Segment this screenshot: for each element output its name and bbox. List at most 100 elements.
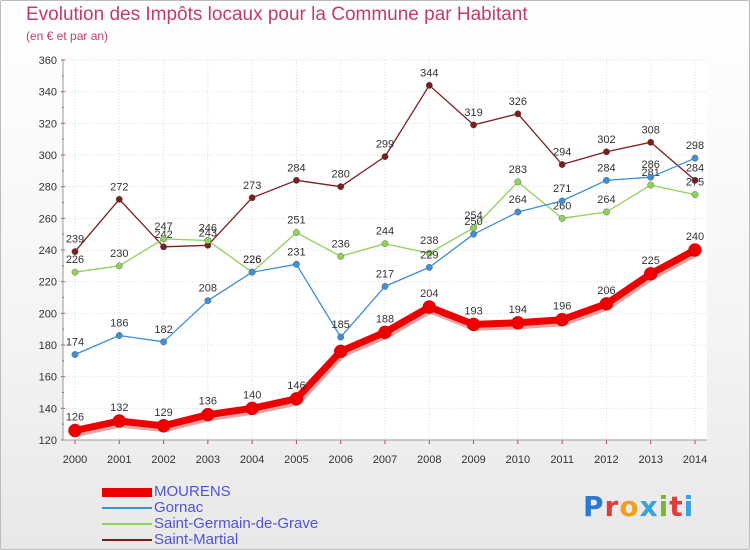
data-label: 242 bbox=[154, 229, 172, 241]
data-label: 226 bbox=[66, 254, 84, 266]
series-point bbox=[160, 235, 167, 243]
data-label: 208 bbox=[199, 283, 217, 295]
series-point bbox=[248, 194, 256, 202]
data-label: 146 bbox=[287, 380, 305, 392]
data-label: 238 bbox=[420, 235, 438, 247]
series-point bbox=[511, 316, 525, 330]
data-label: 264 bbox=[597, 194, 615, 206]
data-label: 243 bbox=[199, 227, 217, 239]
y-tick-label: 160 bbox=[39, 372, 57, 384]
series-point bbox=[603, 208, 610, 216]
series-point bbox=[293, 176, 300, 184]
series-point bbox=[470, 230, 477, 238]
legend-swatch bbox=[102, 487, 152, 497]
series-point bbox=[691, 191, 699, 198]
logo-letter: x bbox=[639, 490, 659, 523]
data-label: 275 bbox=[686, 177, 704, 189]
series-point bbox=[112, 414, 127, 428]
series-point bbox=[603, 148, 610, 156]
data-label: 264 bbox=[509, 194, 527, 206]
x-tick-label: 2000 bbox=[63, 454, 87, 466]
y-tick-label: 120 bbox=[39, 435, 57, 447]
data-label: 236 bbox=[332, 238, 350, 250]
series-point bbox=[293, 260, 300, 268]
series-point bbox=[643, 267, 658, 281]
data-label: 246 bbox=[199, 223, 217, 235]
legend-label: MOURENS bbox=[154, 483, 231, 500]
series-point bbox=[293, 229, 300, 236]
data-label: 226 bbox=[243, 254, 261, 266]
series-point bbox=[248, 268, 256, 276]
chart-title: Evolution des Impôts locaux pour la Comm… bbox=[26, 4, 528, 25]
data-label: 196 bbox=[553, 301, 571, 313]
data-label: 286 bbox=[642, 159, 660, 171]
y-tick-label: 260 bbox=[39, 213, 57, 225]
logo-letter: i bbox=[658, 490, 670, 523]
series-point bbox=[691, 154, 699, 162]
data-label: 217 bbox=[376, 268, 394, 280]
legend-label: Gornac bbox=[154, 499, 204, 516]
y-tick-label: 300 bbox=[39, 150, 57, 162]
series-point bbox=[558, 214, 566, 222]
data-label: 185 bbox=[332, 319, 350, 331]
data-label: 182 bbox=[154, 324, 172, 336]
series-point bbox=[514, 110, 522, 118]
data-label: 244 bbox=[376, 226, 394, 238]
data-label: 194 bbox=[509, 304, 527, 316]
series-point bbox=[245, 401, 259, 416]
series-point bbox=[381, 283, 389, 290]
series-point bbox=[425, 81, 433, 89]
series-point bbox=[599, 297, 614, 311]
series-point bbox=[204, 297, 212, 305]
data-label: 204 bbox=[420, 288, 438, 300]
series-point bbox=[160, 243, 167, 251]
data-label: 247 bbox=[154, 221, 172, 233]
data-label: 260 bbox=[553, 200, 571, 212]
data-label: 230 bbox=[110, 248, 128, 260]
logo-letter: o bbox=[619, 490, 640, 523]
series-point bbox=[115, 262, 123, 270]
x-tick-label: 2004 bbox=[240, 454, 264, 466]
data-label: 284 bbox=[686, 162, 704, 174]
x-tick-label: 2009 bbox=[461, 454, 485, 466]
data-label: 132 bbox=[110, 402, 128, 414]
data-label: 344 bbox=[420, 67, 438, 79]
data-label: 298 bbox=[686, 140, 704, 152]
series-point bbox=[647, 181, 655, 189]
y-tick-label: 280 bbox=[39, 182, 57, 194]
data-label: 193 bbox=[464, 305, 482, 317]
x-tick-label: 2010 bbox=[506, 454, 530, 466]
data-label: 280 bbox=[332, 169, 350, 181]
series-point bbox=[289, 392, 304, 406]
series-point bbox=[71, 351, 79, 358]
series-point bbox=[466, 317, 481, 332]
x-tick-label: 2006 bbox=[328, 454, 352, 466]
data-label: 226 bbox=[243, 254, 261, 266]
data-label: 126 bbox=[66, 412, 84, 424]
series-point bbox=[425, 264, 433, 271]
series-point bbox=[333, 344, 348, 359]
series-point bbox=[514, 178, 522, 186]
series-point bbox=[337, 183, 345, 191]
legend-swatch bbox=[102, 507, 152, 509]
series-point bbox=[558, 161, 566, 168]
data-label: 129 bbox=[154, 407, 172, 419]
series-point bbox=[337, 333, 345, 341]
data-label: 271 bbox=[553, 183, 571, 195]
y-tick-label: 180 bbox=[39, 340, 57, 352]
y-tick-label: 340 bbox=[39, 87, 57, 99]
series-point bbox=[647, 138, 655, 146]
y-tick-label: 140 bbox=[39, 403, 57, 415]
data-label: 250 bbox=[464, 216, 482, 228]
series-point bbox=[378, 325, 392, 340]
data-label: 174 bbox=[66, 337, 84, 349]
legend-swatch bbox=[102, 523, 152, 525]
data-label: 240 bbox=[686, 231, 704, 243]
x-tick-label: 2002 bbox=[151, 454, 175, 466]
series-point bbox=[425, 249, 433, 257]
series-point bbox=[337, 252, 345, 260]
data-label: 302 bbox=[597, 134, 615, 146]
series-point bbox=[558, 197, 566, 205]
data-label: 283 bbox=[509, 164, 527, 176]
